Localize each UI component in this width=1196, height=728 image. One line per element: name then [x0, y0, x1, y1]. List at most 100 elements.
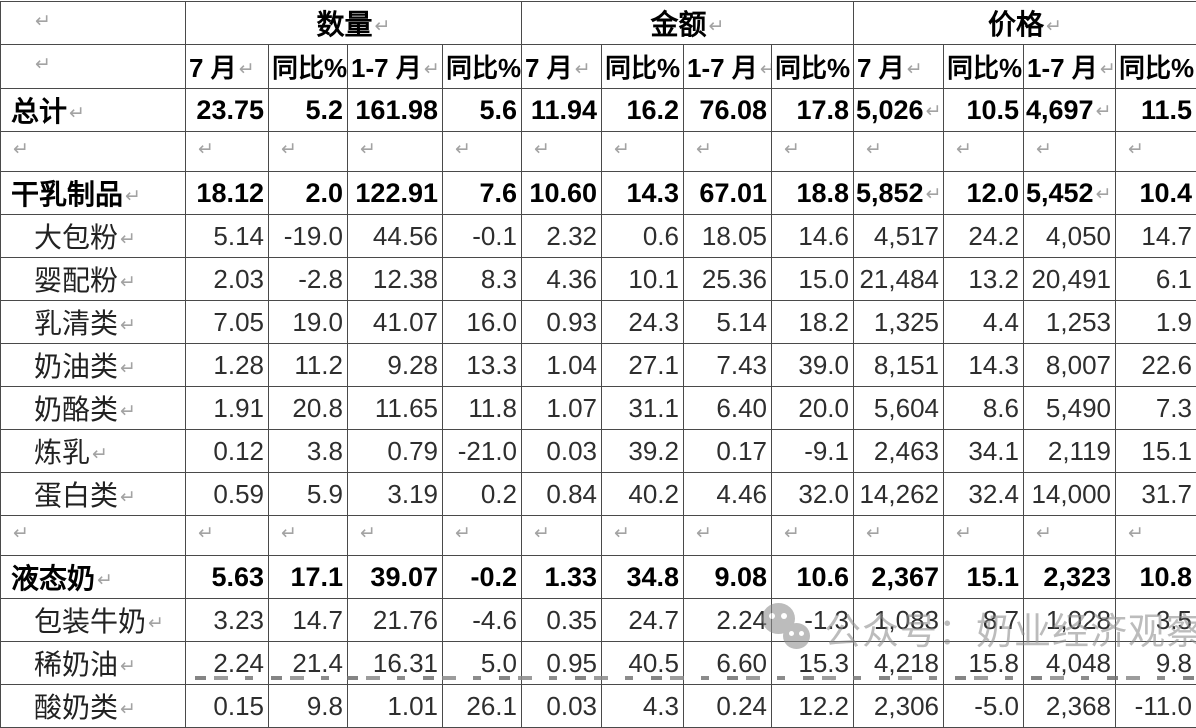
value-cell: 0.2 — [443, 473, 522, 516]
value-cell: 34.1 — [944, 430, 1024, 473]
value-cell: 25.36 — [684, 258, 772, 301]
paragraph-mark: ↵ — [709, 15, 725, 38]
paragraph-mark: ↵ — [1128, 522, 1144, 545]
empty-cell: ↵ — [348, 132, 443, 172]
paragraph-mark: ↵ — [69, 102, 85, 125]
value-cell: 1.28 — [186, 344, 269, 387]
empty-cell: ↵ — [186, 516, 269, 556]
cutoff-text-fragment — [195, 676, 1196, 680]
value-cell: 3.23 — [186, 599, 269, 642]
value-cell: 23.75 — [186, 89, 269, 132]
value-cell: 0.17 — [684, 430, 772, 473]
paragraph-mark: ↵ — [360, 522, 376, 545]
value-cell: 0.15 — [186, 685, 269, 728]
value-cell: 14.7 — [1116, 215, 1196, 258]
value-cell: 14.6 — [772, 215, 854, 258]
value-cell: 9.8 — [269, 685, 348, 728]
value-cell: 44.56 — [348, 215, 443, 258]
paragraph-mark: ↵ — [360, 138, 376, 161]
sub-header-cell: 同比%↵ — [443, 45, 522, 89]
value-cell: 3.8 — [269, 430, 348, 473]
value-cell: 11.8 — [443, 387, 522, 430]
value-cell: 19.0 — [269, 301, 348, 344]
value-cell: 0.03 — [522, 685, 602, 728]
sub-header-cell: 7 月↵ — [522, 45, 602, 89]
value-cell: 5,490 — [1024, 387, 1116, 430]
paragraph-mark: ↵ — [696, 138, 712, 161]
value-cell: 11.5 — [1116, 89, 1196, 132]
paragraph-mark: ↵ — [120, 486, 136, 509]
paragraph-mark: ↵ — [575, 58, 591, 81]
row-label: 酸奶类↵ — [1, 685, 186, 728]
paragraph-mark: ↵ — [455, 522, 471, 545]
value-cell: 4.4 — [944, 301, 1024, 344]
empty-cell: ↵ — [602, 516, 684, 556]
empty-cell: ↵ — [684, 516, 772, 556]
empty-cell: ↵ — [772, 516, 854, 556]
empty-cell: ↵ — [1024, 132, 1116, 172]
empty-cell: ↵ — [602, 132, 684, 172]
value-cell: 10.60 — [522, 172, 602, 215]
paragraph-mark: ↵ — [455, 138, 471, 161]
value-cell: 5,852↵ — [854, 172, 944, 215]
row-label: 乳清类↵ — [1, 301, 186, 344]
value-cell: 31.1 — [602, 387, 684, 430]
value-cell: 0.35 — [522, 599, 602, 642]
value-cell: 11.2 — [269, 344, 348, 387]
row-label: 液态奶↵ — [1, 556, 186, 599]
value-cell: 20.0 — [772, 387, 854, 430]
corner-cell: ↵ — [1, 2, 186, 45]
value-cell: -11.0 — [1116, 685, 1196, 728]
value-cell: 5.63 — [186, 556, 269, 599]
value-cell: 9.08 — [684, 556, 772, 599]
value-cell: 8,007 — [1024, 344, 1116, 387]
value-cell: 8.6 — [944, 387, 1024, 430]
value-cell: 5.6 — [443, 89, 522, 132]
value-cell: 161.98 — [348, 89, 443, 132]
paragraph-mark: ↵ — [1036, 522, 1052, 545]
value-cell: 1.04 — [522, 344, 602, 387]
value-cell: 27.1 — [602, 344, 684, 387]
value-cell: 13.2 — [944, 258, 1024, 301]
value-cell: 40.2 — [602, 473, 684, 516]
value-cell: 8.7 — [944, 599, 1024, 642]
group-label: 数量 — [317, 9, 373, 40]
value-cell: 1,083 — [854, 599, 944, 642]
value-cell: -2.8 — [269, 258, 348, 301]
value-cell: 7.6 — [443, 172, 522, 215]
value-cell: 0.59 — [186, 473, 269, 516]
value-cell: 11.65 — [348, 387, 443, 430]
value-cell: 0.03 — [522, 430, 602, 473]
value-cell: 8.3 — [443, 258, 522, 301]
empty-cell: ↵ — [1116, 132, 1196, 172]
group-header-amount: 金额↵ — [522, 2, 854, 45]
row-label: 总计↵ — [1, 89, 186, 132]
paragraph-mark: ↵ — [1128, 138, 1144, 161]
value-cell: 18.2 — [772, 301, 854, 344]
value-cell: 14,000 — [1024, 473, 1116, 516]
value-cell: 34.8 — [602, 556, 684, 599]
paragraph-mark: ↵ — [375, 15, 391, 38]
value-cell: 122.91 — [348, 172, 443, 215]
value-cell: 18.05 — [684, 215, 772, 258]
value-cell: 2,463 — [854, 430, 944, 473]
value-cell: 4.3 — [602, 685, 684, 728]
paragraph-mark: ↵ — [120, 655, 136, 678]
empty-row: ↵↵↵↵↵↵↵↵↵↵↵↵↵ — [1, 132, 1196, 172]
value-cell: 2,367 — [854, 556, 944, 599]
empty-cell: ↵ — [443, 516, 522, 556]
value-cell: 12.0 — [944, 172, 1024, 215]
value-cell: 4.46 — [684, 473, 772, 516]
paragraph-mark: ↵ — [13, 138, 29, 161]
value-cell: 32.4 — [944, 473, 1024, 516]
paragraph-mark: ↵ — [760, 58, 772, 81]
paragraph-mark: ↵ — [1036, 138, 1052, 161]
sub-header-cell: 7 月↵ — [854, 45, 944, 89]
